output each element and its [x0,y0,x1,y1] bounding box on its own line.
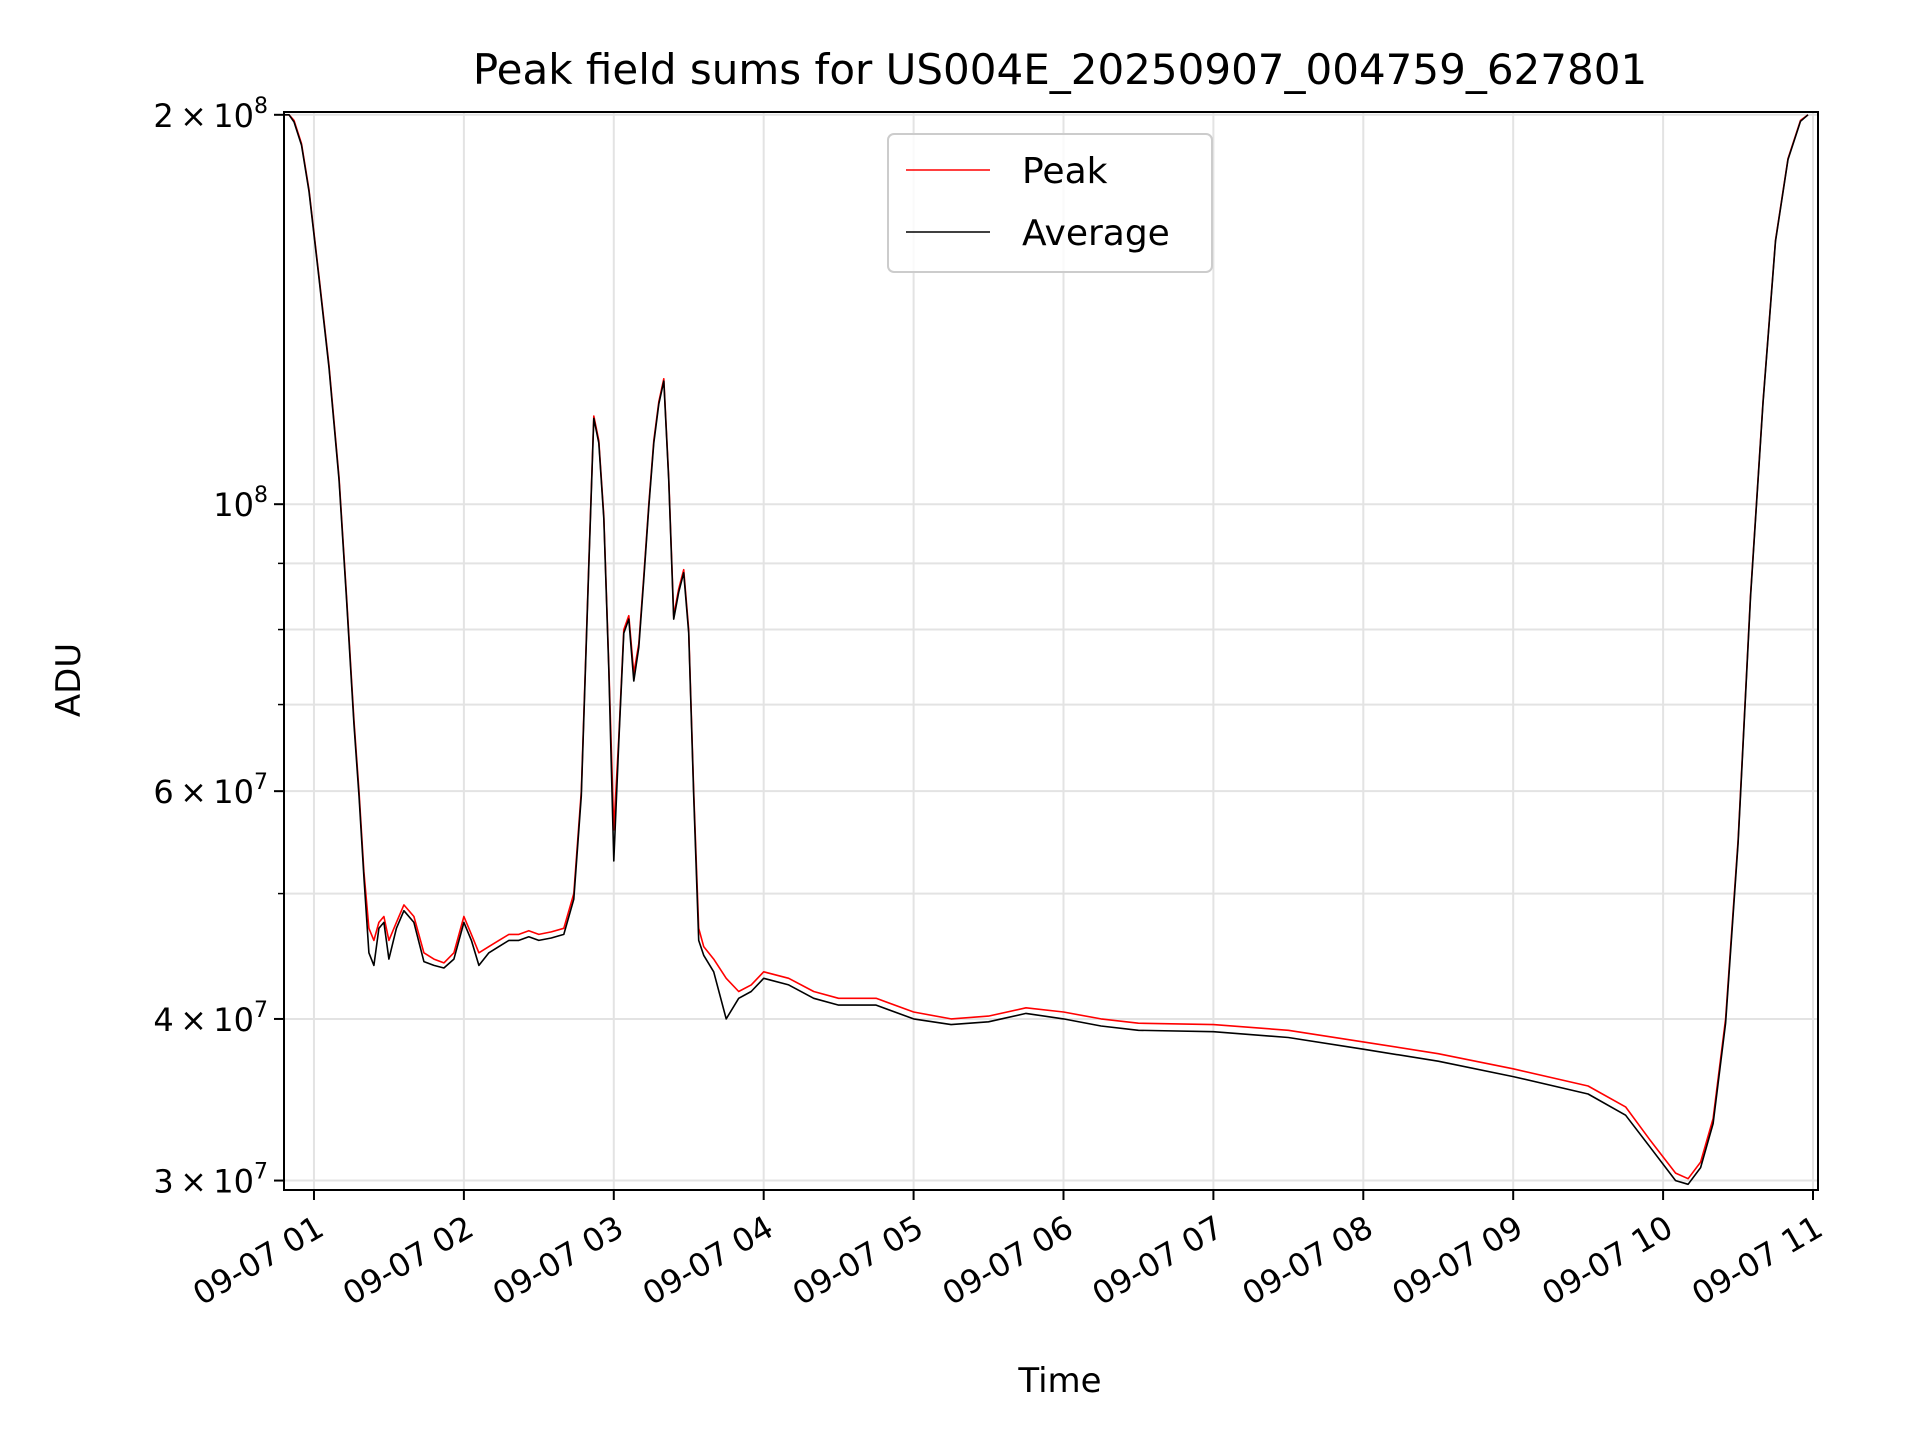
y-tick-label: 4 × 107 [153,998,268,1039]
y-tick-mantissa: 6 [153,773,173,811]
plot-frame [283,111,1819,1191]
y-tick-exponent: 8 [254,94,268,119]
x-axis-label: Time [1017,1361,1101,1401]
y-tick-label: 2 × 108 [153,94,268,135]
series-line-average [284,114,1809,1186]
y-tick-label: 6 × 107 [153,770,268,811]
y-tick-label: 3 × 107 [153,1160,268,1201]
y-tick-exponent: 7 [254,998,268,1023]
series-lines [284,114,1809,1186]
chart-title: Peak field sums for US004E_20250907_0047… [473,45,1647,94]
y-tick-mantissa: 2 [153,97,173,135]
legend: Peak Average [887,133,1213,273]
grid-lines [284,112,1818,1190]
y-tick-mantissa: 3 [153,1163,173,1201]
legend-label-peak: Peak [1022,151,1108,192]
y-axis-label: ADU [49,643,89,717]
y-tick-exponent: 7 [254,1160,268,1185]
y-tick-mantissa: 4 [153,1001,173,1039]
y-tick-label: 108 [213,483,268,524]
legend-label-average: Average [1022,213,1170,254]
y-tick-exponent: 8 [254,483,268,508]
legend-box [887,133,1213,273]
y-tick-exponent: 7 [254,770,268,795]
